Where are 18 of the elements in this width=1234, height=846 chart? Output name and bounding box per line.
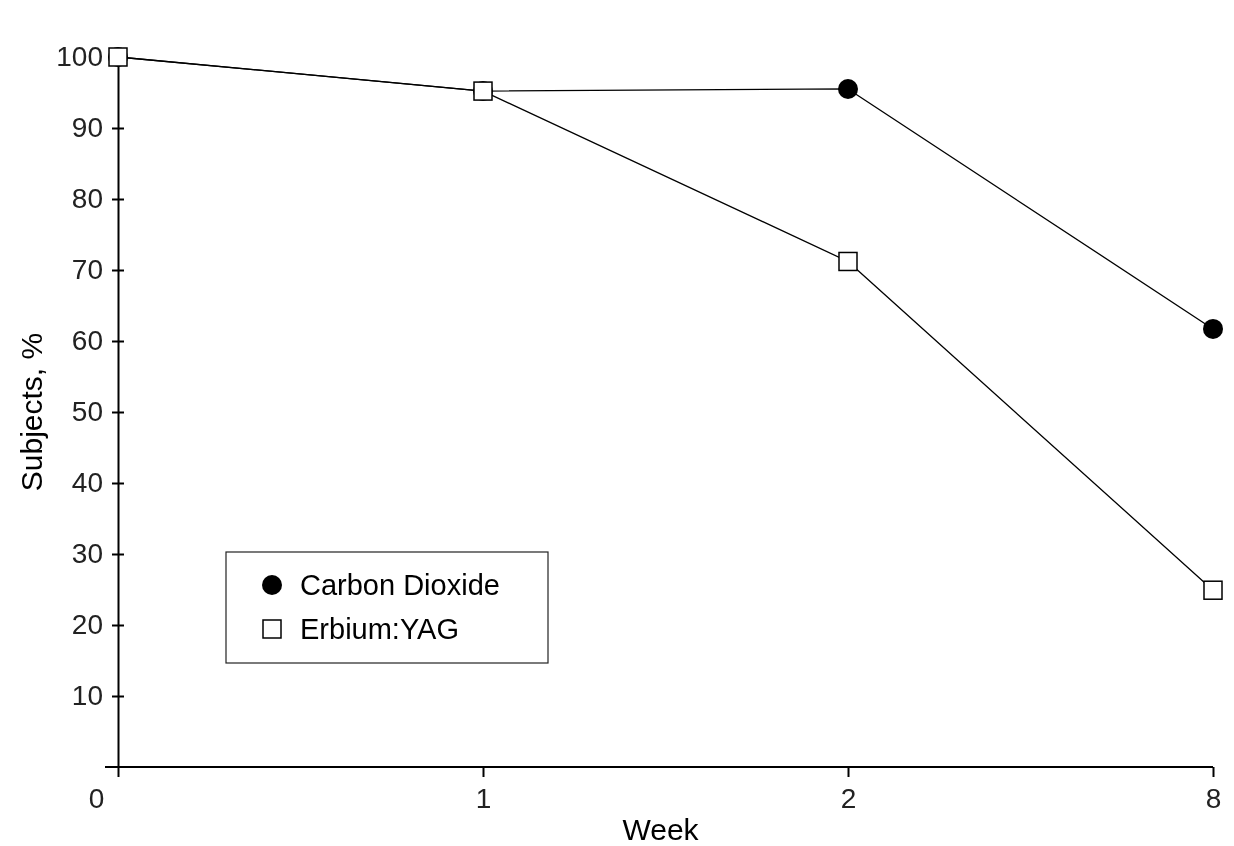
y-tick-label: 90 bbox=[71, 112, 103, 144]
legend-label: Carbon Dioxide bbox=[300, 569, 500, 601]
y-axis-title: Subjects, % bbox=[15, 332, 48, 492]
y-tick-label: 80 bbox=[71, 183, 103, 215]
y-tick-label: 40 bbox=[71, 467, 103, 499]
y-tick-label: 70 bbox=[71, 254, 103, 286]
y-tick-label: 50 bbox=[71, 396, 103, 428]
y-tick-label: 100 bbox=[56, 41, 103, 73]
legend-label: Erbium:YAG bbox=[300, 613, 460, 645]
x-tick-label: 1 bbox=[475, 783, 492, 814]
y-tick-label: 10 bbox=[71, 680, 103, 712]
y-tick-label: 60 bbox=[71, 325, 103, 357]
x-tick-label: 0 bbox=[88, 783, 105, 814]
y-tick-label: 20 bbox=[71, 609, 103, 641]
y-tick-label: 30 bbox=[71, 538, 103, 570]
x-tick-label: 2 bbox=[840, 783, 857, 814]
x-axis-title: Week bbox=[622, 813, 700, 846]
x-tick-label: 8 bbox=[1205, 783, 1222, 814]
